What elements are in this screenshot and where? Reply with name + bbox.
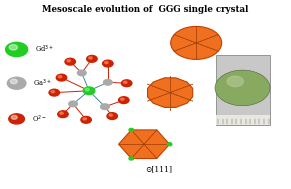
Circle shape bbox=[77, 70, 86, 76]
Circle shape bbox=[171, 26, 222, 59]
Circle shape bbox=[129, 129, 134, 131]
Circle shape bbox=[227, 76, 243, 87]
Circle shape bbox=[104, 80, 112, 85]
Circle shape bbox=[103, 60, 113, 67]
Circle shape bbox=[129, 157, 134, 160]
Circle shape bbox=[120, 98, 124, 100]
Circle shape bbox=[11, 115, 17, 119]
FancyBboxPatch shape bbox=[217, 55, 270, 125]
Circle shape bbox=[51, 91, 54, 93]
Text: O$^{2-}$: O$^{2-}$ bbox=[32, 113, 47, 125]
Circle shape bbox=[49, 89, 59, 96]
Circle shape bbox=[58, 111, 68, 118]
Circle shape bbox=[107, 113, 117, 119]
Circle shape bbox=[109, 114, 113, 116]
Circle shape bbox=[7, 77, 26, 89]
Circle shape bbox=[69, 101, 77, 107]
Text: Gd$^{3+}$: Gd$^{3+}$ bbox=[35, 44, 54, 55]
Polygon shape bbox=[118, 130, 170, 159]
Circle shape bbox=[60, 112, 63, 114]
Circle shape bbox=[105, 61, 108, 64]
FancyBboxPatch shape bbox=[217, 115, 270, 125]
Circle shape bbox=[89, 57, 92, 59]
Circle shape bbox=[6, 42, 28, 57]
Text: Mesoscale evolution of  GGG single crystal: Mesoscale evolution of GGG single crysta… bbox=[42, 5, 249, 14]
Circle shape bbox=[87, 56, 97, 62]
Circle shape bbox=[10, 79, 17, 84]
Circle shape bbox=[123, 81, 127, 83]
Circle shape bbox=[81, 116, 91, 123]
Circle shape bbox=[56, 74, 67, 81]
Circle shape bbox=[121, 80, 132, 87]
Text: ⊙[111]: ⊙[111] bbox=[145, 166, 172, 174]
Circle shape bbox=[215, 70, 270, 106]
Circle shape bbox=[9, 114, 24, 124]
Circle shape bbox=[85, 88, 89, 91]
Circle shape bbox=[167, 143, 172, 146]
Polygon shape bbox=[148, 78, 193, 107]
Circle shape bbox=[118, 97, 129, 104]
Circle shape bbox=[83, 118, 86, 120]
Text: Ga$^{3+}$: Ga$^{3+}$ bbox=[33, 78, 52, 89]
Circle shape bbox=[67, 60, 70, 62]
Circle shape bbox=[101, 104, 109, 109]
Circle shape bbox=[58, 76, 62, 78]
Circle shape bbox=[9, 45, 17, 50]
Circle shape bbox=[83, 87, 95, 94]
Circle shape bbox=[65, 58, 75, 65]
